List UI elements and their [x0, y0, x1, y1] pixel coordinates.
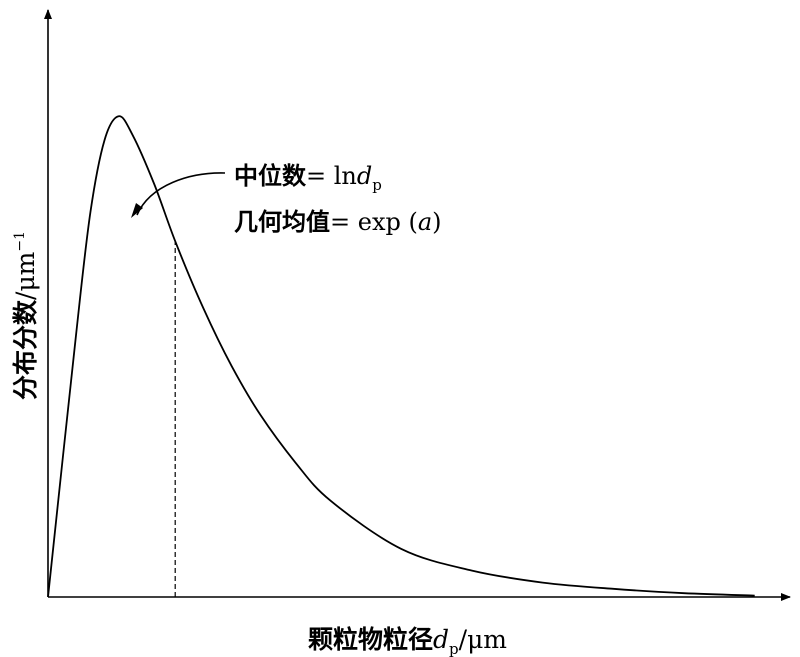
geomean-expr: = exp (	[330, 208, 418, 236]
x-axis-label-var: d	[433, 625, 449, 654]
median-label: 中位数	[234, 162, 307, 190]
median-expr: = ln	[306, 162, 357, 190]
y-axis-label-unit: /μm	[11, 251, 40, 300]
median-sub: p	[372, 176, 382, 194]
x-axis-label-unit: /μm	[459, 625, 508, 654]
annotation-arrow	[136, 172, 226, 216]
distribution-curve	[47, 115, 755, 598]
y-axis-label-text: 分布分数	[11, 299, 40, 400]
x-axis-label: 颗粒物粒径dp/μm	[308, 625, 507, 657]
geomean-var: a	[418, 208, 432, 236]
geomean-close: )	[432, 208, 441, 236]
annotation-arrowhead-icon	[131, 203, 143, 218]
x-axis-label-sub: p	[449, 640, 459, 657]
y-axis-label-sup: −1	[12, 231, 28, 252]
median-annotation: 中位数= lndp	[234, 162, 382, 194]
geomean-annotation: 几何均值= exp (a)	[234, 208, 442, 236]
median-var: d	[357, 162, 372, 190]
x-axis-label-text: 颗粒物粒径	[308, 625, 433, 654]
geomean-label: 几何均值	[234, 208, 330, 236]
y-axis-label: 分布分数/μm−1	[11, 231, 40, 400]
